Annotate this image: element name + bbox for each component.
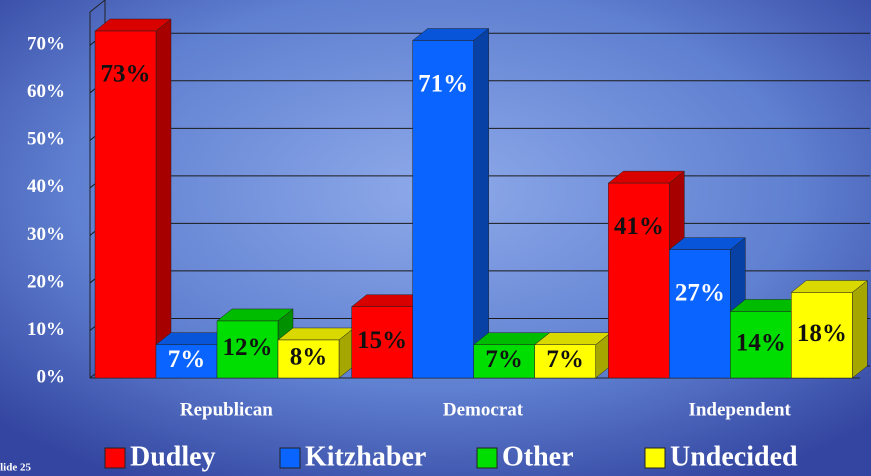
bar — [277, 339, 340, 379]
y-tick-label: 70% — [27, 34, 65, 55]
legend-label: Kitzhaber — [305, 441, 426, 472]
legend-swatch — [279, 447, 301, 469]
y-tick-label: 60% — [27, 81, 65, 102]
x-tick-label: Republican — [180, 399, 273, 420]
value-label: 18% — [797, 320, 847, 347]
bar — [534, 344, 596, 379]
legend-label: Undecided — [670, 441, 798, 472]
y-tick-label: 50% — [27, 129, 65, 150]
value-label: 7% — [546, 346, 584, 373]
bar — [412, 40, 474, 379]
bar — [473, 344, 535, 379]
legend-swatch — [476, 447, 498, 469]
legend-label: Other — [502, 441, 574, 472]
value-label: 41% — [614, 213, 664, 240]
value-label: 27% — [675, 279, 725, 306]
legend-swatch — [104, 447, 126, 469]
bar-side — [473, 27, 489, 379]
bar — [351, 306, 413, 379]
bar — [216, 320, 279, 379]
bar — [730, 311, 792, 379]
bar — [791, 292, 853, 379]
value-label: 73% — [101, 61, 151, 88]
footer: Slide 25 — [0, 462, 31, 474]
value-label: 7% — [485, 346, 523, 373]
y-tick-label: 20% — [27, 271, 65, 292]
y-tick-label: 40% — [27, 176, 65, 197]
value-label: 7% — [168, 346, 206, 373]
value-label: 15% — [357, 327, 407, 354]
value-label: 71% — [418, 70, 468, 97]
bar — [155, 344, 218, 379]
y-tick-label: 0% — [37, 366, 66, 387]
bar-side — [852, 279, 868, 379]
y-tick-label: 10% — [27, 319, 65, 340]
bar — [669, 249, 731, 379]
value-label: 14% — [736, 329, 786, 356]
legend-swatch — [644, 447, 666, 469]
x-tick-label: Democrat — [443, 399, 524, 420]
value-label: 12% — [223, 334, 273, 361]
bar-side — [155, 18, 172, 379]
y-tick-label: 30% — [27, 224, 65, 245]
value-label: 8% — [290, 344, 328, 371]
legend-label: Dudley — [130, 441, 216, 472]
x-tick-label: Independent — [688, 399, 791, 420]
bar — [94, 30, 157, 379]
